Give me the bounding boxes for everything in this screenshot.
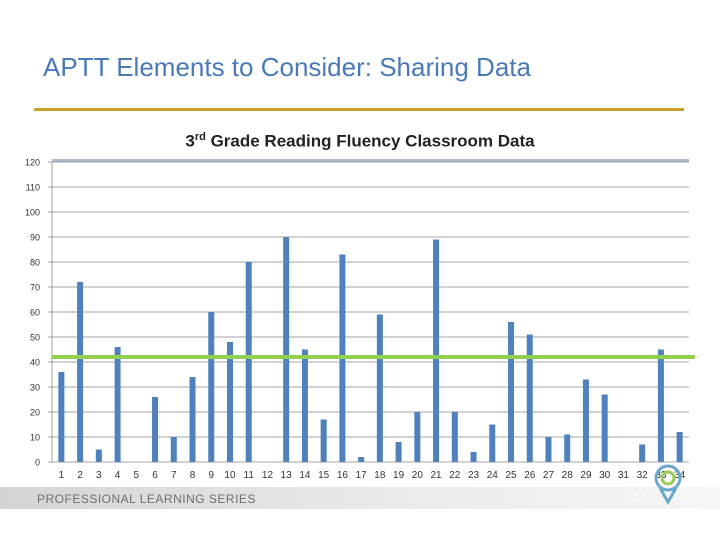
bar bbox=[95, 449, 102, 462]
bar bbox=[77, 282, 84, 462]
y-tick-label: 10 bbox=[30, 433, 40, 443]
x-tick-label: 24 bbox=[487, 470, 499, 481]
x-tick-label: 26 bbox=[524, 470, 536, 481]
x-tick-label: 22 bbox=[449, 470, 461, 481]
y-tick-label: 0 bbox=[35, 458, 40, 468]
bar bbox=[226, 342, 233, 462]
y-tick-label: 70 bbox=[30, 283, 40, 293]
bar bbox=[208, 312, 215, 462]
x-tick-label: 16 bbox=[337, 470, 349, 481]
x-tick-label: 25 bbox=[505, 470, 517, 481]
x-tick-label: 27 bbox=[543, 470, 555, 481]
x-tick-label: 6 bbox=[152, 470, 158, 481]
chart-title: 3rd Grade Reading Fluency Classroom Data bbox=[0, 131, 720, 152]
bar bbox=[526, 334, 533, 462]
bar bbox=[189, 377, 196, 462]
slide-title: APTT Elements to Consider: Sharing Data bbox=[43, 52, 531, 82]
bar bbox=[451, 412, 458, 462]
bar bbox=[414, 412, 421, 462]
x-tick-label: 9 bbox=[208, 470, 214, 481]
y-tick-label: 20 bbox=[30, 408, 40, 418]
x-tick-label: 11 bbox=[244, 470, 255, 481]
title-rule bbox=[34, 108, 684, 111]
x-tick-label: 8 bbox=[190, 470, 196, 481]
bar bbox=[283, 237, 290, 462]
bar bbox=[245, 262, 252, 462]
x-tick-label: 32 bbox=[637, 470, 649, 481]
x-tick-label: 12 bbox=[262, 470, 274, 481]
y-tick-label: 50 bbox=[30, 333, 40, 343]
bar bbox=[470, 452, 477, 462]
bar bbox=[582, 379, 589, 462]
x-tick-label: 2 bbox=[77, 470, 83, 481]
plot-top-band bbox=[52, 159, 689, 162]
x-tick-label: 14 bbox=[299, 470, 311, 481]
bar bbox=[320, 419, 327, 462]
x-tick-label: 19 bbox=[393, 470, 405, 481]
y-tick-label: 40 bbox=[30, 358, 40, 368]
x-tick-label: 1 bbox=[59, 470, 65, 481]
bar bbox=[301, 349, 308, 462]
y-tick-label: 30 bbox=[30, 383, 40, 393]
footer-series-label: PROFESSIONAL LEARNING SERIES bbox=[37, 492, 256, 506]
bar bbox=[170, 437, 177, 462]
x-tick-label: 3 bbox=[96, 470, 102, 481]
x-tick-label: 10 bbox=[224, 470, 236, 481]
bar bbox=[376, 314, 383, 462]
y-tick-label: 100 bbox=[25, 208, 40, 218]
footer-bar bbox=[0, 487, 720, 509]
bar bbox=[564, 434, 571, 462]
y-tick-label: 80 bbox=[30, 258, 40, 268]
bar bbox=[657, 349, 664, 462]
x-tick-label: 15 bbox=[318, 470, 330, 481]
x-tick-label: 17 bbox=[356, 470, 368, 481]
page-number: 34 bbox=[632, 491, 646, 505]
bar bbox=[601, 394, 608, 462]
x-tick-label: 18 bbox=[374, 470, 386, 481]
x-tick-label: 23 bbox=[468, 470, 480, 481]
y-tick-label: 90 bbox=[30, 233, 40, 243]
series-logo-icon bbox=[654, 464, 682, 506]
bar bbox=[58, 372, 65, 462]
bar bbox=[358, 457, 365, 462]
bar bbox=[395, 442, 402, 462]
x-tick-label: 7 bbox=[171, 470, 177, 481]
bar bbox=[545, 437, 552, 462]
bar bbox=[508, 322, 515, 462]
y-tick-label: 60 bbox=[30, 308, 40, 318]
bar bbox=[114, 347, 121, 462]
x-tick-label: 4 bbox=[115, 470, 121, 481]
bar bbox=[152, 397, 159, 462]
chart-title-prefix: 3 bbox=[185, 131, 195, 151]
x-tick-label: 5 bbox=[134, 470, 140, 481]
chart-title-sup: rd bbox=[194, 131, 206, 143]
chart-title-rest: Grade Reading Fluency Classroom Data bbox=[205, 131, 535, 151]
x-tick-label: 29 bbox=[580, 470, 592, 481]
x-tick-label: 13 bbox=[281, 470, 293, 481]
x-tick-label: 31 bbox=[618, 470, 630, 481]
x-tick-label: 30 bbox=[599, 470, 611, 481]
x-tick-label: 28 bbox=[562, 470, 574, 481]
x-tick-label: 21 bbox=[431, 470, 443, 481]
y-tick-label: 110 bbox=[26, 183, 40, 193]
bar bbox=[676, 432, 683, 462]
y-tick-label: 120 bbox=[25, 158, 40, 168]
bar bbox=[433, 239, 440, 462]
bar bbox=[489, 424, 496, 462]
bar bbox=[639, 444, 646, 462]
x-tick-label: 20 bbox=[412, 470, 424, 481]
